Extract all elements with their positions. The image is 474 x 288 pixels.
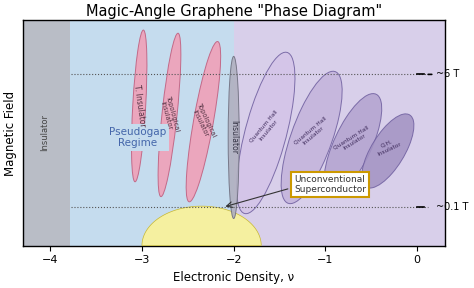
- Bar: [23, 20, 71, 246]
- X-axis label: Electronic Density, ν: Electronic Density, ν: [173, 271, 294, 284]
- Ellipse shape: [158, 33, 181, 197]
- Text: Insulator: Insulator: [229, 120, 238, 154]
- Ellipse shape: [324, 94, 382, 195]
- Text: Q.H.
Insulator: Q.H. Insulator: [374, 136, 402, 157]
- Text: Topological
Insulator: Topological Insulator: [158, 95, 181, 134]
- Text: Quantum Hall
Insulator: Quantum Hall Insulator: [292, 116, 331, 150]
- Text: T. Insulator: T. Insulator: [132, 84, 146, 128]
- Bar: [23, 20, 234, 246]
- Ellipse shape: [228, 56, 239, 219]
- Text: Quantum Hall
Insulator: Quantum Hall Insulator: [248, 109, 283, 147]
- Y-axis label: Magnetic Field: Magnetic Field: [4, 90, 17, 175]
- Text: Topological
Insulator: Topological Insulator: [190, 102, 217, 141]
- Ellipse shape: [131, 30, 147, 182]
- Title: Magic-Angle Graphene "Phase Diagram": Magic-Angle Graphene "Phase Diagram": [86, 4, 382, 19]
- Text: ~0.1 T: ~0.1 T: [437, 202, 469, 212]
- Text: Unconventional
Superconductor: Unconventional Superconductor: [294, 175, 366, 194]
- Polygon shape: [142, 206, 261, 246]
- Ellipse shape: [281, 71, 342, 204]
- Text: ~6 T: ~6 T: [437, 69, 460, 79]
- Bar: [234, 20, 445, 246]
- Text: Insulator: Insulator: [40, 114, 49, 151]
- Ellipse shape: [186, 41, 221, 202]
- Text: Pseudogap
Regime: Pseudogap Regime: [109, 127, 166, 148]
- Text: Quantum Hall
Insulator: Quantum Hall Insulator: [333, 124, 373, 155]
- Ellipse shape: [237, 52, 295, 214]
- Ellipse shape: [362, 114, 414, 188]
